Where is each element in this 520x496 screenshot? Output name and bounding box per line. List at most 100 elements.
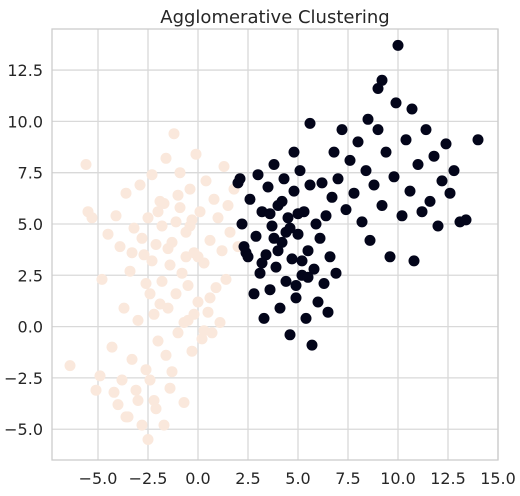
cluster-0-point: [165, 383, 176, 394]
cluster-0-point: [179, 317, 190, 328]
cluster-0-point: [141, 364, 152, 375]
cluster-1-point: [329, 147, 340, 158]
cluster-1-point: [353, 136, 364, 147]
cluster-0-point: [151, 403, 162, 414]
cluster-1-point: [393, 40, 404, 51]
cluster-0-point: [191, 149, 202, 160]
cluster-1-point: [281, 276, 292, 287]
cluster-1-point: [345, 155, 356, 166]
cluster-0-point: [225, 227, 236, 238]
cluster-0-point: [221, 274, 232, 285]
cluster-1-point: [319, 278, 330, 289]
cluster-1-point: [361, 165, 372, 176]
cluster-1-point: [289, 186, 300, 197]
cluster-1-point: [269, 159, 280, 170]
cluster-0-point: [115, 241, 126, 252]
cluster-1-point: [461, 214, 472, 225]
cluster-0-point: [143, 212, 154, 223]
cluster-1-point: [413, 159, 424, 170]
cluster-1-point: [373, 124, 384, 135]
cluster-0-point: [175, 167, 186, 178]
cluster-1-point: [289, 147, 300, 158]
cluster-0-point: [159, 420, 170, 431]
cluster-1-point: [421, 124, 432, 135]
cluster-0-point: [185, 184, 196, 195]
cluster-0-point: [107, 342, 118, 353]
x-tick-label: 12.5: [430, 469, 466, 488]
cluster-1-point: [277, 196, 288, 207]
cluster-0-point: [155, 299, 166, 310]
cluster-0-point: [171, 288, 182, 299]
cluster-1-point: [397, 210, 408, 221]
cluster-1-point: [255, 268, 266, 279]
cluster-0-point: [133, 315, 144, 326]
cluster-1-point: [307, 340, 318, 351]
cluster-0-point: [181, 251, 192, 262]
x-tick-label: −5.0: [79, 469, 118, 488]
cluster-0-point: [183, 280, 194, 291]
cluster-1-point: [327, 192, 338, 203]
x-tick-label: 10.0: [380, 469, 416, 488]
cluster-1-point: [333, 173, 344, 184]
cluster-1-point: [429, 151, 440, 162]
cluster-0-point: [219, 161, 230, 172]
cluster-1-point: [303, 245, 314, 256]
cluster-0-point: [215, 317, 226, 328]
x-tick-label: 7.5: [335, 469, 360, 488]
cluster-0-point: [119, 303, 130, 314]
y-tick-label: −5.0: [4, 420, 43, 439]
y-tick-label: 7.5: [18, 164, 43, 183]
cluster-0-point: [151, 239, 162, 250]
cluster-1-point: [265, 208, 276, 219]
cluster-0-point: [163, 243, 174, 254]
cluster-1-point: [445, 188, 456, 199]
cluster-1-point: [385, 251, 396, 262]
cluster-0-point: [205, 235, 216, 246]
cluster-1-point: [425, 196, 436, 207]
cluster-1-point: [293, 208, 304, 219]
cluster-1-point: [321, 210, 332, 221]
cluster-0-point: [143, 434, 154, 445]
cluster-0-point: [65, 360, 76, 371]
cluster-1-point: [389, 171, 400, 182]
cluster-1-point: [249, 288, 260, 299]
cluster-0-point: [137, 233, 148, 244]
chart-title: Agglomerative Clustering: [160, 7, 389, 28]
cluster-1-point: [283, 212, 294, 223]
cluster-1-point: [287, 253, 298, 264]
y-tick-label: 10.0: [7, 112, 43, 131]
cluster-0-point: [131, 385, 142, 396]
cluster-0-point: [97, 274, 108, 285]
cluster-1-point: [267, 221, 278, 232]
cluster-0-point: [87, 212, 98, 223]
cluster-0-point: [195, 206, 206, 217]
cluster-1-point: [381, 147, 392, 158]
x-tick-label: 0.0: [185, 469, 210, 488]
cluster-1-point: [377, 200, 388, 211]
cluster-1-point: [305, 118, 316, 129]
cluster-0-point: [157, 276, 168, 287]
cluster-1-point: [239, 241, 250, 252]
cluster-0-point: [165, 260, 176, 271]
cluster-1-point: [301, 313, 312, 324]
cluster-1-point: [405, 186, 416, 197]
cluster-0-point: [103, 229, 114, 240]
cluster-1-point: [391, 97, 402, 108]
cluster-1-point: [317, 177, 328, 188]
cluster-1-point: [311, 219, 322, 230]
cluster-1-point: [253, 169, 264, 180]
cluster-0-point: [157, 221, 168, 232]
cluster-0-point: [121, 411, 132, 422]
cluster-1-point: [323, 307, 334, 318]
cluster-0-point: [169, 128, 180, 139]
cluster-0-point: [81, 159, 92, 170]
cluster-0-point: [129, 223, 140, 234]
cluster-0-point: [187, 346, 198, 357]
cluster-1-point: [235, 173, 246, 184]
cluster-1-point: [365, 235, 376, 246]
cluster-0-point: [209, 194, 220, 205]
cluster-0-point: [171, 216, 182, 227]
cluster-0-point: [91, 385, 102, 396]
y-tick-label: 2.5: [18, 266, 43, 285]
